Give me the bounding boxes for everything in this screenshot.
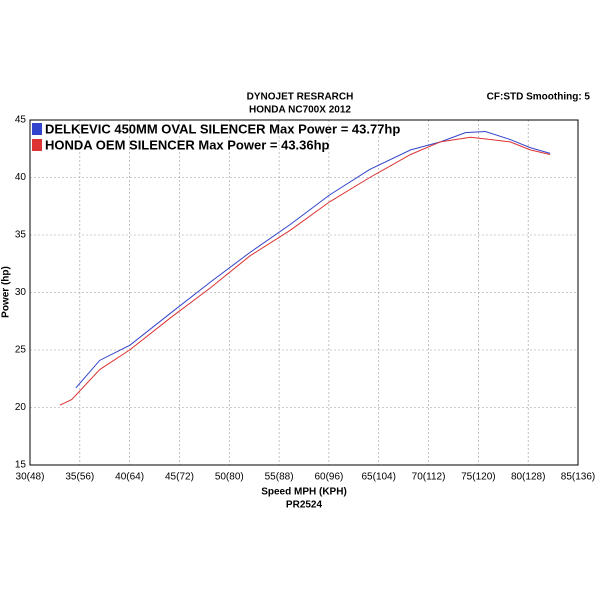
x-tick-label: 40(64) [115, 472, 144, 483]
y-tick-label: 40 [15, 172, 27, 183]
series-line [59, 136, 551, 406]
chart-subtitle: HONDA NC700X 2012 [249, 105, 351, 116]
y-tick-label: 15 [15, 460, 27, 471]
legend-label: DELKEVIC 450MM OVAL SILENCER Max Power =… [45, 121, 400, 136]
y-axis-label: Power (hp) [1, 266, 12, 318]
x-tick-label: 30(48) [16, 472, 45, 483]
y-tick-label: 25 [15, 345, 27, 356]
series-line [75, 130, 551, 389]
footnote: PR2524 [286, 500, 323, 511]
y-tick-label: 20 [15, 402, 27, 413]
x-tick-label: 85(136) [561, 472, 595, 483]
plot-frame [29, 119, 579, 466]
x-tick-label: 45(72) [165, 472, 194, 483]
x-axis-label: Speed MPH (KPH) [261, 487, 347, 498]
legend-swatch [32, 139, 42, 151]
x-tick-label: 75(120) [461, 472, 495, 483]
x-tick-label: 35(56) [65, 472, 94, 483]
annotation: CF:STD Smoothing: 5 [487, 92, 591, 103]
y-tick-label: 35 [15, 230, 27, 241]
legend-swatch [32, 123, 42, 135]
y-tick-label: 45 [15, 115, 27, 126]
x-tick-label: 55(88) [265, 472, 294, 483]
legend-label: HONDA OEM SILENCER Max Power = 43.36hp [45, 137, 330, 152]
x-tick-label: 65(104) [361, 472, 395, 483]
x-tick-label: 70(112) [412, 472, 446, 483]
x-tick-label: 60(96) [314, 472, 343, 483]
x-tick-label: 50(80) [215, 472, 244, 483]
chart-title: DYNOJET RESRARCH [247, 92, 354, 103]
x-tick-label: 80(128) [511, 472, 545, 483]
y-tick-label: 30 [15, 287, 27, 298]
